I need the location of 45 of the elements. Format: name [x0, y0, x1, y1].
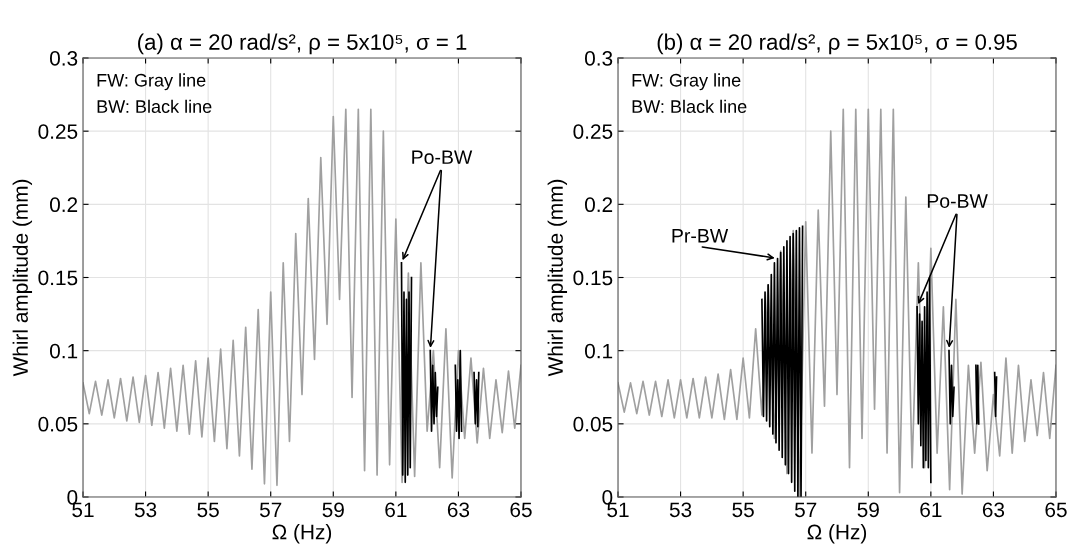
- annotation: FW: Gray line: [97, 73, 206, 91]
- y-tick-label: 0.3: [584, 51, 613, 66]
- annotation: BW: Black line: [632, 99, 747, 113]
- x-tick-label: 59: [322, 502, 344, 518]
- annotation: Po-BW: [927, 194, 988, 208]
- y-tick-label: 0.2: [49, 197, 78, 213]
- x-tick-label: 65: [510, 502, 532, 518]
- y-tick-label: 0.15: [573, 270, 613, 286]
- x-tick-label: 59: [857, 502, 879, 518]
- y-tick-label: 0.05: [38, 416, 78, 432]
- y-tick-label: 0.25: [38, 124, 78, 139]
- x-axis-title: Ω (Hz): [807, 524, 867, 544]
- y-axis-title: Whirl amplitude (mm): [12, 179, 33, 377]
- line-series: [948, 349, 955, 425]
- x-tick-label: 63: [447, 502, 470, 518]
- y-tick-label: 0.3: [49, 51, 78, 66]
- x-tick-label: 57: [794, 502, 817, 518]
- x-axis-title: Ω (Hz): [272, 524, 332, 544]
- chart-title: (a) α = 20 rad/s², ρ = 5x10⁵, σ = 1: [138, 33, 467, 55]
- x-tick-label: 63: [982, 502, 1005, 518]
- y-tick-label: 0.25: [573, 124, 613, 139]
- line-series: [400, 262, 413, 484]
- annotation: Po-BW: [412, 150, 473, 165]
- chart-title: (b) α = 20 rad/s², ρ = 5x10⁵, σ = 0.95: [657, 33, 1017, 55]
- annotation: BW: Black line: [97, 99, 212, 113]
- line-series: [454, 349, 463, 440]
- y-tick-label: 0.1: [584, 343, 613, 359]
- y-axis-title: Whirl amplitude (mm): [547, 179, 568, 377]
- x-tick-label: 53: [669, 502, 692, 518]
- x-tick-label: 53: [134, 502, 157, 518]
- annotation: FW: Gray line: [632, 73, 741, 91]
- x-tick-label: 57: [259, 502, 282, 518]
- x-tick-label: 55: [197, 502, 219, 518]
- annotation: Pr-BW: [672, 229, 729, 243]
- line-series: [761, 225, 804, 497]
- x-tick-label: 65: [1045, 502, 1067, 518]
- y-tick-label: 0.15: [38, 270, 78, 286]
- y-tick-label: 0.2: [584, 197, 613, 213]
- line-series: [473, 371, 480, 428]
- x-tick-label: 61: [385, 502, 407, 518]
- y-tick-label: 0.1: [49, 343, 78, 359]
- y-tick-label: 0.05: [573, 416, 613, 432]
- line-series: [429, 349, 439, 432]
- x-tick-label: 61: [920, 502, 942, 518]
- x-tick-label: 55: [732, 502, 754, 518]
